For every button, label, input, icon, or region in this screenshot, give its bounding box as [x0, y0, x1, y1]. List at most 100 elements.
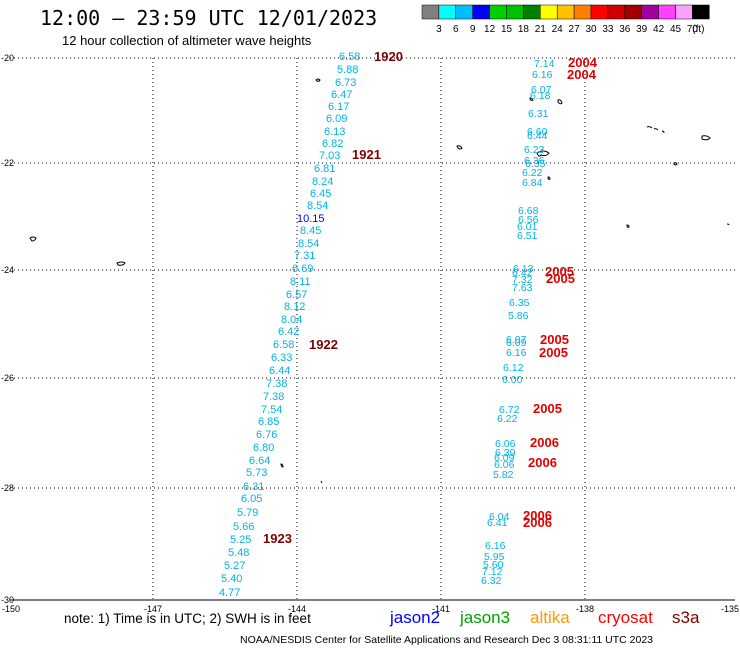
- map-frame: [10, 57, 735, 601]
- wave-height-value: 6.09: [494, 452, 515, 464]
- longitude-label: -135: [721, 604, 739, 614]
- wave-height-value: 6.16: [532, 69, 553, 81]
- colorbar-swatch: [658, 4, 676, 20]
- longitude-label: -138: [576, 604, 594, 614]
- colorbar-label: 33: [602, 24, 614, 35]
- wave-height-value: 6.00: [502, 374, 523, 386]
- latitude-label: -24: [1, 265, 14, 275]
- wave-height-value: 6.13: [513, 263, 534, 275]
- pass-time-label: 1922: [309, 337, 338, 352]
- colorbar-label: 3: [436, 24, 442, 35]
- wave-height-value: 7.12: [482, 566, 503, 578]
- longitude-label: -144: [288, 604, 306, 614]
- latitude-label: -26: [1, 373, 14, 383]
- island-outline: [701, 135, 711, 141]
- island-outline: [673, 162, 678, 166]
- colorbar-label: 12: [484, 24, 496, 35]
- wave-height-value: 6.47: [331, 89, 352, 101]
- island-outline: [557, 99, 563, 105]
- colorbar-label: 39: [636, 24, 648, 35]
- colorbar-unit: (ft): [692, 24, 704, 35]
- colorbar-swatch: [506, 4, 524, 20]
- wave-height-value: 6.76: [256, 429, 277, 441]
- wave-height-value: 5.25: [230, 534, 251, 546]
- colorbar-swatch: [556, 4, 575, 20]
- island-outline: [529, 97, 534, 101]
- wave-height-value: 7.63: [512, 282, 533, 294]
- wave-height-value: 5.82: [493, 469, 514, 481]
- wave-height-value: 6.42: [278, 326, 299, 338]
- wave-height-value: 6.32: [481, 575, 502, 587]
- wave-height-value: 7.38: [266, 378, 287, 390]
- longitude-label: -150: [2, 604, 20, 614]
- wave-height-value: 5.48: [228, 547, 249, 559]
- wave-height-value: 5.66: [233, 521, 254, 533]
- wave-height-value: 7.14: [534, 58, 555, 70]
- longitude-label: -147: [144, 604, 162, 614]
- island-outline: [116, 261, 126, 266]
- pass-time-label: 2005: [533, 401, 562, 416]
- colorbar-label: 18: [518, 24, 530, 35]
- colorbar-label: 27: [569, 24, 581, 35]
- legend-item-s3a: s3a: [672, 608, 700, 627]
- wave-height-value: 6.33: [271, 352, 292, 364]
- wave-height-value: 6.09: [326, 113, 347, 125]
- wave-height-value: 6.12: [503, 362, 524, 374]
- wave-height-value: 6.16: [485, 540, 506, 552]
- wave-height-value: 6.72: [499, 404, 520, 416]
- colorbar-label: 24: [552, 24, 564, 35]
- pass-time-label: 1923: [263, 531, 292, 546]
- wave-height-value: 7.38: [263, 391, 284, 403]
- wave-height-value: 6.45: [310, 188, 331, 200]
- wave-height-value: 6.69: [292, 263, 313, 275]
- wave-height-value: 6.13: [324, 126, 345, 138]
- colorbar-swatch: [438, 4, 457, 20]
- wave-height-value: 6.42: [512, 267, 533, 279]
- wave-height-value: 6.57: [286, 289, 307, 301]
- island-outline: [536, 150, 550, 157]
- pass-time-label: 2004: [567, 67, 597, 82]
- pass-time-label: 2006: [523, 515, 552, 530]
- wave-height-value: 6.07: [531, 84, 552, 96]
- colorbar-swatch: [421, 4, 440, 20]
- island-outline: [320, 480, 323, 484]
- colorbar-label: 15: [501, 24, 513, 35]
- wave-height-value: 6.35: [509, 297, 530, 309]
- wave-height-value: 6.82: [322, 138, 343, 150]
- wave-height-value: 6.64: [249, 455, 270, 467]
- wave-height-value: 8.54: [298, 238, 319, 250]
- wave-height-value: 8.04: [281, 314, 302, 326]
- wave-height-value: 6.18: [530, 90, 551, 102]
- wave-height-value: 5.60: [483, 559, 504, 571]
- axis-labels: -20 -22 -24 -26 -28 -30-150 -147 -144 -141 -138 -1…: [1, 53, 739, 614]
- wave-height-value: 6.05: [241, 493, 262, 505]
- pass-time-label: 2005: [545, 264, 574, 279]
- wave-height-value: 5.73: [246, 467, 267, 479]
- wave-height-value: 4.77: [219, 587, 240, 599]
- colorbar-swatch: [590, 4, 609, 20]
- colorbar-swatch: [540, 4, 558, 20]
- wave-height-value: 6.41: [487, 517, 508, 529]
- wave-height-value: 8.12: [284, 301, 305, 313]
- altimeter-track-1: 6.585.886.736.476.176.096.136.827.036.81…: [219, 49, 403, 599]
- latitude-label: -20: [1, 53, 14, 63]
- wave-height-value: 6.80: [253, 442, 274, 454]
- wave-height-value: 6.44: [527, 130, 548, 142]
- pass-time-label: 2005: [539, 345, 568, 360]
- wave-height-value: 7.31: [294, 250, 315, 262]
- colorbar: 3 6 9 12 15 18 21 24 27 30 33 36 39 42 45 70(ft): [421, 4, 710, 35]
- wave-height-value: 6.44: [269, 365, 290, 377]
- wave-height-value: 8.24: [312, 176, 333, 188]
- wave-height-value: 6.35: [525, 158, 546, 170]
- colorbar-swatch: [624, 4, 642, 20]
- legend-item-altika: altika: [530, 608, 570, 627]
- wave-height-value: 6.60: [527, 126, 548, 138]
- legend-item-jason3: jason3: [460, 608, 511, 627]
- wave-height-value: 10.15: [297, 213, 325, 225]
- pass-time-label: 2005: [540, 332, 569, 347]
- pass-time-label: 2006: [530, 435, 559, 450]
- wave-height-value: 6.06: [495, 438, 516, 450]
- wave-height-value: 5.88: [337, 64, 358, 76]
- island-outline: [626, 224, 630, 228]
